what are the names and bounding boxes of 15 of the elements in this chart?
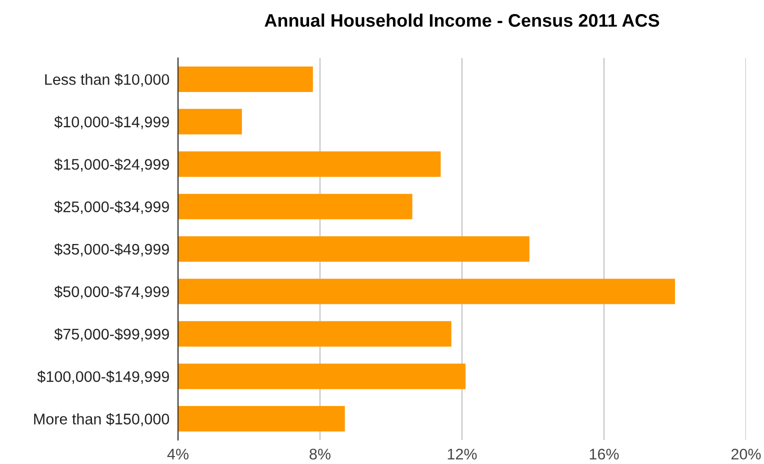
y-tick-label: $75,000-$99,999 <box>54 328 169 342</box>
x-tick-label: 20% <box>731 448 761 460</box>
x-tick-label: 16% <box>590 448 619 460</box>
x-tick-label: 12% <box>448 448 477 460</box>
y-tick-label: $50,000-$74,999 <box>54 286 169 299</box>
x-tick-label: 8% <box>310 448 330 460</box>
y-tick-label: More than $150,000 <box>34 413 170 426</box>
y-tick-label: $15,000-$24,999 <box>54 158 169 172</box>
y-tick-label: $100,000-$149,999 <box>37 370 169 384</box>
y-tick-label: Less than $10,000 <box>45 73 170 87</box>
y-tick-label: $35,000-$49,999 <box>54 243 169 256</box>
chart-title: Annual Household Income - Census 2011 ACS <box>264 14 660 27</box>
x-tick-label: 4% <box>167 448 188 460</box>
y-tick-label: $25,000-$34,999 <box>54 200 169 214</box>
y-tick-label: $10,000-$14,999 <box>54 116 169 130</box>
